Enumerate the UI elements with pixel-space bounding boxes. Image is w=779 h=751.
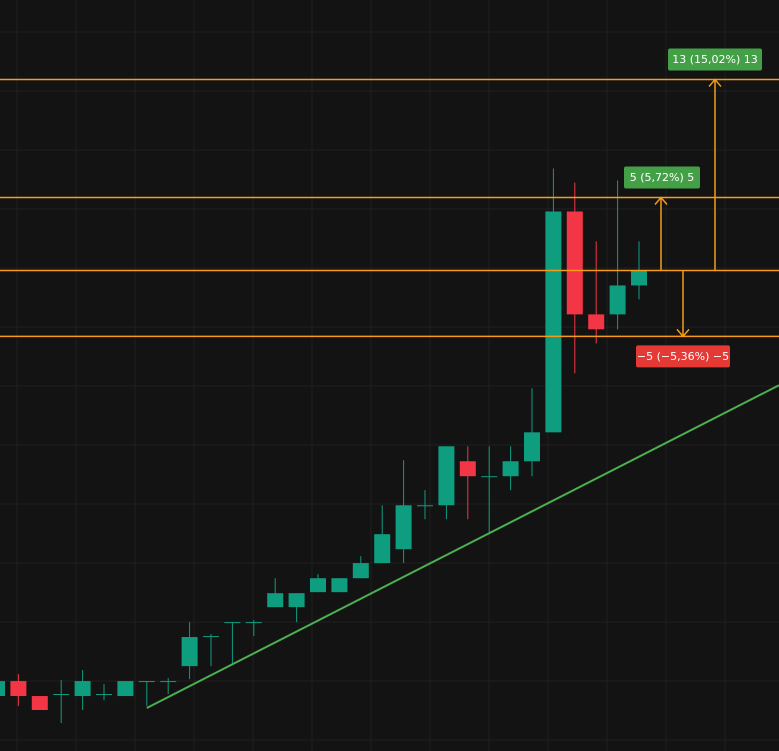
arrow-head [708, 78, 722, 88]
candle-body [267, 593, 284, 608]
candle-body [352, 563, 369, 579]
label-box [636, 345, 730, 368]
candle-body [245, 622, 262, 624]
candle-body [138, 681, 155, 683]
candle-body [224, 622, 241, 624]
candle-body [0, 681, 5, 697]
candle-body [203, 636, 219, 638]
candle-body [395, 505, 412, 550]
candle-body [588, 314, 605, 330]
candle-body [417, 505, 433, 507]
label-text: 13 (15,02%) 13 [672, 53, 758, 66]
candle-body [566, 211, 583, 315]
candle-body [374, 534, 391, 564]
arrow-head [654, 196, 668, 206]
candle-body [160, 681, 177, 683]
candle-body [31, 696, 48, 710]
candle-body [481, 476, 498, 478]
candle-body [331, 578, 348, 593]
candle-body [181, 637, 198, 667]
candle-body [53, 694, 70, 696]
candle-body [609, 285, 626, 315]
candle-body [502, 461, 519, 477]
candle-body [288, 593, 305, 608]
candle-body [545, 211, 562, 433]
candle-body [117, 681, 134, 697]
candle-body [459, 461, 476, 477]
candle-body [96, 694, 112, 696]
candle-body [524, 432, 540, 462]
label-box [668, 48, 762, 71]
candle-body [631, 270, 647, 286]
label-box [624, 166, 700, 189]
arrow-head [676, 328, 690, 338]
candle-body [310, 578, 326, 593]
label-text: 5 (5,72%) 5 [630, 171, 695, 184]
candle-body [438, 446, 455, 506]
label-text: −5 (−5,36%) −5 [637, 350, 729, 363]
candle-body [10, 681, 27, 697]
trend-line [146, 384, 779, 709]
candle-body [74, 681, 91, 697]
